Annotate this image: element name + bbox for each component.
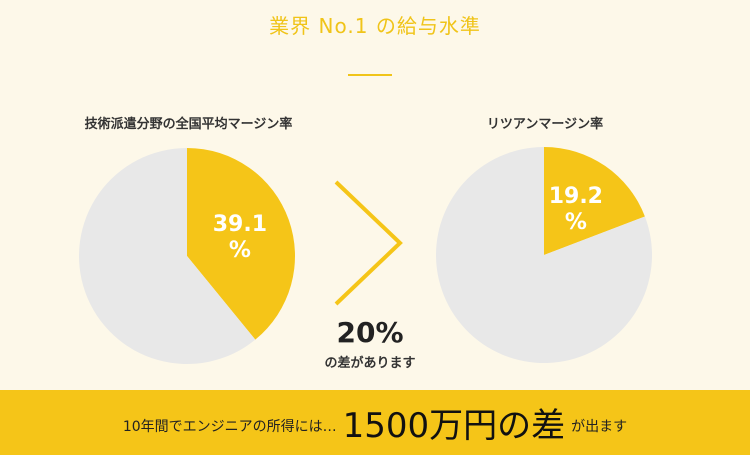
right-pie-chart: 19.2% — [436, 147, 652, 363]
right-pie-slice-label: 19.2% — [549, 184, 603, 235]
right-pie-title: リツアンマージン率 — [486, 117, 604, 132]
banner-highlight: 1500万円の差 — [342, 406, 566, 446]
right-pie-slice-1 — [436, 147, 652, 363]
pie-charts: 39.1% 19.2% — [78, 147, 652, 364]
banner-suffix: が出ます — [571, 418, 628, 435]
difference-value: 20% — [336, 316, 404, 349]
left-pie-slice-0 — [187, 148, 295, 340]
left-pie-slice-1 — [78, 148, 256, 364]
difference-caption: の差があります — [324, 356, 416, 371]
left-pie-title: 技術派遣分野の全国平均マージン率 — [84, 117, 293, 132]
title-divider — [348, 74, 392, 76]
chevron-right-icon — [334, 180, 403, 306]
left-pie-slice-label: 39.1% — [213, 212, 267, 263]
page-title: 業界 No.1 の給与水準 — [269, 14, 481, 38]
banner-prefix: 10年間でエンジニアの所得には… — [122, 418, 337, 435]
left-pie-chart: 39.1% — [78, 148, 295, 364]
right-pie-slice-0 — [544, 147, 645, 255]
bottom-banner: 10年間でエンジニアの所得には… 1500万円の差 が出ます — [0, 390, 750, 455]
